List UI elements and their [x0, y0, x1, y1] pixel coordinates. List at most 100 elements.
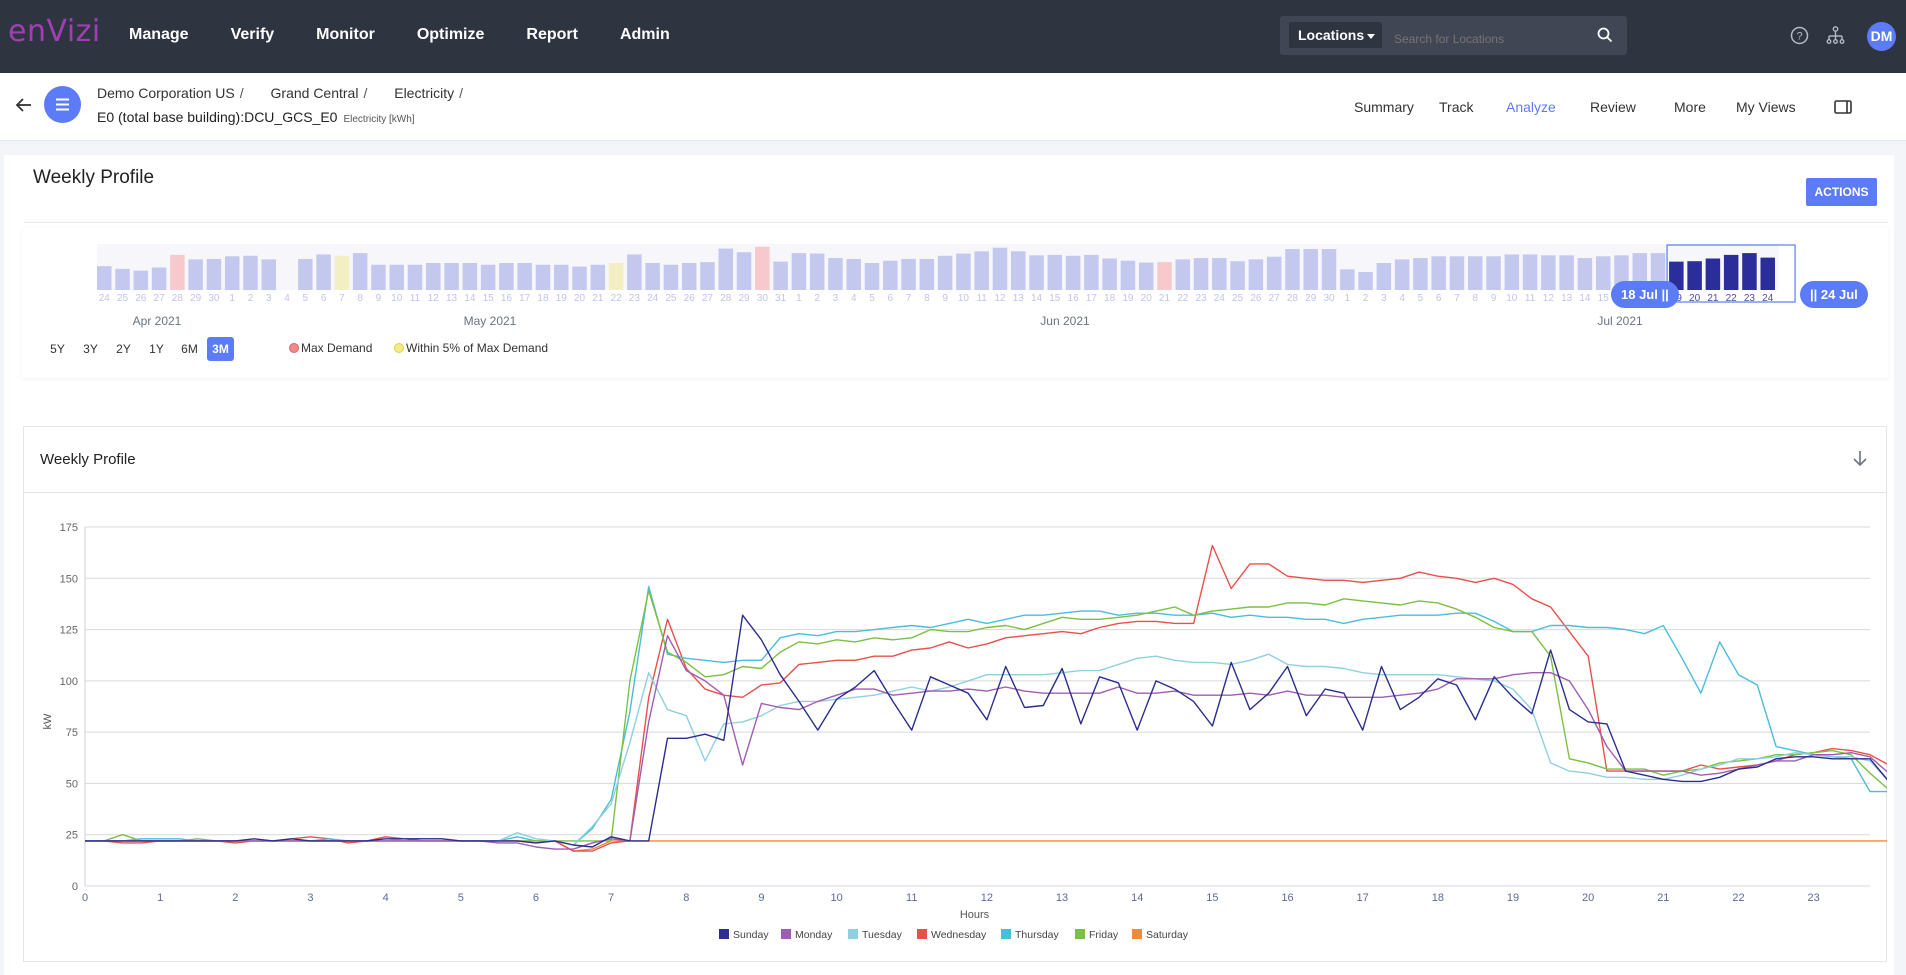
timeline-bar [608, 263, 624, 290]
panel-toggle-icon[interactable] [1834, 100, 1852, 114]
legend-item-wednesday[interactable]: Wednesday [917, 929, 987, 941]
nav-admin[interactable]: Admin [619, 26, 670, 43]
envizi-logo[interactable]: enVizi [8, 14, 101, 49]
timeline-bar [1102, 258, 1117, 290]
nav-optimize[interactable]: Optimize [416, 26, 485, 43]
within-5-percent-swatch [394, 343, 404, 353]
panel-title: Weekly Profile [40, 451, 136, 468]
search-input[interactable] [1392, 22, 1617, 49]
timeline-month-label: Jun 2021 [1040, 314, 1090, 328]
search-icon[interactable] [1597, 27, 1613, 43]
timeline-bar [243, 255, 258, 290]
legend-item-thursday[interactable]: Thursday [1001, 929, 1060, 941]
selection-end-handle[interactable]: || 24 Jul [1800, 281, 1868, 308]
download-icon[interactable] [1852, 450, 1868, 468]
legend-item-saturday[interactable]: Saturday [1132, 929, 1189, 941]
avatar[interactable]: DM [1867, 22, 1896, 51]
timeline-day-label: 1 [229, 293, 235, 304]
actions-button[interactable]: ACTIONS [1806, 178, 1877, 206]
x-tick-label: 23 [1808, 892, 1820, 904]
timeline-day-label: 22 [1726, 293, 1738, 304]
timeline-bar [1486, 256, 1501, 290]
tab-track[interactable]: Track [1439, 99, 1474, 115]
timeline-bar [1504, 254, 1520, 290]
timeline-day-label: 25 [117, 293, 129, 304]
timeline-day-label: 29 [1305, 293, 1317, 304]
timeline-bar [627, 254, 642, 290]
timeline-navigator[interactable]: 24 25 26 27 28 29 30 1 2 3 4 5 6 7 8 9 10 11 12 13 14 15 16 17 1… [0, 230, 1906, 335]
chevron-down-icon [1367, 34, 1375, 39]
timeline-day-label: 28 [1287, 293, 1299, 304]
timeline-day-label: 7 [1454, 293, 1460, 304]
breadcrumb-separator: / [239, 85, 244, 101]
timeline-bar [133, 270, 149, 290]
legend-label: Friday [1089, 929, 1119, 941]
legend-swatch [848, 929, 858, 939]
selection-start-label: 18 Jul [1621, 287, 1658, 302]
timeline-bar [1358, 272, 1373, 290]
timeline-day-label: 29 [738, 293, 750, 304]
timeline-day-label: 15 [483, 293, 495, 304]
range-3y-button[interactable]: 3Y [83, 342, 98, 356]
range-1y-button[interactable]: 1Y [149, 342, 164, 356]
hierarchy-icon[interactable] [1826, 26, 1845, 45]
help-icon[interactable]: ? [1790, 26, 1809, 45]
timeline-bar [755, 246, 770, 290]
breadcrumb-item-type[interactable]: Electricity [394, 85, 455, 101]
nav-monitor[interactable]: Monitor [316, 26, 375, 43]
x-tick-label: 14 [1131, 892, 1143, 904]
timeline-day-label: 16 [501, 293, 513, 304]
timeline-day-label: 17 [1086, 293, 1098, 304]
breadcrumb-item-organization[interactable]: Demo Corporation US [97, 85, 235, 101]
timeline-bar [1011, 251, 1026, 290]
timeline-day-label: 24 [1762, 293, 1774, 304]
x-tick-label: 7 [608, 892, 614, 904]
breadcrumb-item-location[interactable]: Grand Central [270, 85, 359, 101]
selection-start-handle[interactable]: 18 Jul || [1611, 281, 1679, 308]
timeline-bar [261, 259, 277, 290]
timeline-bar [1595, 256, 1611, 290]
timeline-bar [1230, 261, 1245, 290]
timeline-bar [1029, 255, 1044, 290]
nav-report[interactable]: Report [526, 26, 578, 43]
legend-swatch [1001, 929, 1011, 939]
tab-analyze[interactable]: Analyze [1506, 99, 1556, 115]
x-tick-label: 17 [1357, 892, 1369, 904]
timeline-bar [426, 263, 441, 290]
legend-item-tuesday[interactable]: Tuesday [848, 929, 903, 941]
nav-manage[interactable]: Manage [129, 26, 189, 43]
timeline-bar [1760, 257, 1775, 290]
timeline-day-label: 4 [284, 293, 290, 304]
range-6m-button[interactable]: 6M [181, 342, 198, 356]
timeline-day-label: 14 [464, 293, 476, 304]
legend-item-friday[interactable]: Friday [1075, 929, 1119, 941]
weekly-profile-panel: Weekly Profile [23, 426, 1887, 962]
tab-summary[interactable]: Summary [1354, 99, 1414, 115]
back-arrow-icon[interactable] [15, 97, 33, 113]
timeline-day-label: 2 [814, 293, 820, 304]
timeline-bar [901, 258, 916, 290]
legend-item-sunday[interactable]: Sunday [719, 929, 769, 941]
timeline-bar [462, 263, 478, 290]
timeline-day-label: 5 [303, 293, 309, 304]
timeline-bar [1138, 262, 1154, 290]
timeline-bar [1723, 254, 1739, 290]
range-3m-button[interactable]: 3M [207, 337, 234, 361]
timeline-bar [316, 254, 331, 290]
timeline-bar [681, 263, 697, 290]
range-5y-button[interactable]: 5Y [50, 342, 65, 356]
timeline-bar [444, 263, 459, 290]
drag-handle-icon: || [1810, 287, 1818, 302]
tab-review[interactable]: Review [1590, 99, 1636, 115]
timeline-bar [352, 253, 368, 290]
x-tick-label: 13 [1056, 892, 1068, 904]
hamburger-menu-button[interactable] [44, 86, 81, 123]
range-2y-button[interactable]: 2Y [116, 342, 131, 356]
locations-dropdown[interactable]: Locations [1289, 22, 1382, 48]
tab-more[interactable]: More [1674, 99, 1706, 115]
tab-my-views[interactable]: My Views [1736, 99, 1796, 115]
legend-item-monday[interactable]: Monday [781, 929, 833, 941]
nav-verify[interactable]: Verify [230, 26, 275, 43]
series-line-thursday [85, 585, 1887, 846]
